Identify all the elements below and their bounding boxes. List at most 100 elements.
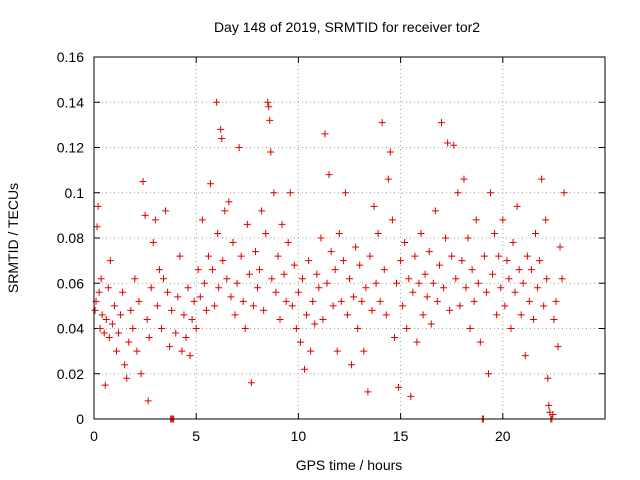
data-point	[117, 311, 125, 319]
data-point	[296, 338, 304, 346]
data-point	[368, 306, 376, 314]
data-point	[556, 243, 564, 251]
data-point	[407, 392, 415, 400]
data-point	[536, 257, 544, 265]
data-point	[503, 257, 511, 265]
data-point	[538, 175, 546, 183]
data-point	[166, 343, 174, 351]
data-point	[207, 180, 215, 188]
x-tick-label: 5	[192, 428, 200, 444]
data-point	[405, 275, 413, 283]
data-point	[256, 266, 264, 274]
data-point	[358, 297, 366, 305]
data-point	[460, 175, 468, 183]
data-point	[110, 302, 118, 310]
data-point	[417, 229, 425, 237]
data-point	[155, 266, 163, 274]
data-point	[270, 189, 278, 197]
data-point	[384, 175, 392, 183]
data-point	[184, 284, 192, 292]
data-point	[413, 338, 421, 346]
data-point	[507, 325, 515, 332]
data-point	[450, 141, 458, 149]
data-point	[487, 189, 495, 197]
data-point	[370, 202, 378, 210]
data-point	[121, 361, 129, 369]
x-tick-label: 0	[90, 428, 98, 444]
data-point	[427, 320, 435, 328]
data-point	[470, 297, 478, 305]
data-point	[497, 284, 505, 292]
data-point	[423, 293, 431, 301]
data-point	[307, 347, 315, 355]
data-point	[484, 370, 492, 378]
data-point	[227, 293, 235, 301]
data-point	[337, 297, 345, 305]
data-point	[144, 397, 152, 405]
data-point	[231, 311, 239, 319]
data-point	[159, 275, 167, 283]
data-point	[444, 139, 452, 147]
data-point	[209, 266, 217, 274]
data-point	[96, 325, 104, 332]
data-point	[505, 275, 513, 283]
data-point	[298, 275, 306, 283]
x-axis-label: GPS time / hours	[296, 457, 403, 473]
data-point	[493, 311, 501, 319]
y-tick-label: 0.12	[57, 140, 84, 156]
data-point	[474, 279, 482, 287]
data-point	[382, 311, 390, 319]
data-point	[125, 338, 133, 346]
data-point	[480, 252, 488, 260]
data-point	[527, 266, 535, 274]
data-point	[243, 220, 251, 228]
data-point	[294, 288, 302, 296]
x-tick-label: 15	[393, 428, 409, 444]
data-point	[139, 177, 147, 185]
data-point	[188, 315, 196, 323]
data-point	[532, 229, 540, 237]
data-point	[388, 216, 396, 224]
data-point	[225, 198, 233, 206]
data-point	[101, 381, 109, 389]
data-point	[343, 311, 351, 319]
data-point	[525, 297, 533, 305]
data-point	[145, 334, 153, 342]
data-point	[519, 279, 527, 287]
data-point	[321, 130, 329, 138]
data-point	[352, 243, 360, 251]
data-point	[178, 347, 186, 355]
data-point	[323, 279, 331, 287]
data-point	[464, 234, 472, 242]
data-point	[327, 248, 335, 256]
data-point	[119, 288, 127, 296]
data-point	[458, 257, 466, 265]
data-point	[143, 315, 151, 323]
data-point	[93, 223, 101, 231]
data-point	[104, 284, 112, 292]
data-point	[100, 329, 108, 337]
data-point	[280, 270, 288, 278]
data-point	[219, 257, 227, 265]
data-point	[523, 252, 531, 260]
data-point	[157, 325, 165, 332]
data-point	[94, 202, 102, 210]
data-point	[395, 383, 403, 391]
data-point	[552, 297, 560, 305]
data-point	[517, 311, 525, 319]
data-point	[301, 365, 309, 373]
data-point	[446, 306, 454, 314]
data-point	[554, 343, 562, 351]
data-point	[168, 306, 176, 314]
data-point	[325, 171, 333, 179]
data-point	[237, 252, 245, 260]
data-point	[378, 119, 386, 127]
data-point	[221, 207, 229, 215]
data-point	[362, 284, 370, 292]
data-point	[137, 370, 145, 378]
data-point	[515, 266, 523, 274]
data-point	[214, 229, 222, 237]
data-point	[229, 239, 237, 247]
data-point	[356, 261, 364, 269]
data-point	[254, 284, 262, 292]
